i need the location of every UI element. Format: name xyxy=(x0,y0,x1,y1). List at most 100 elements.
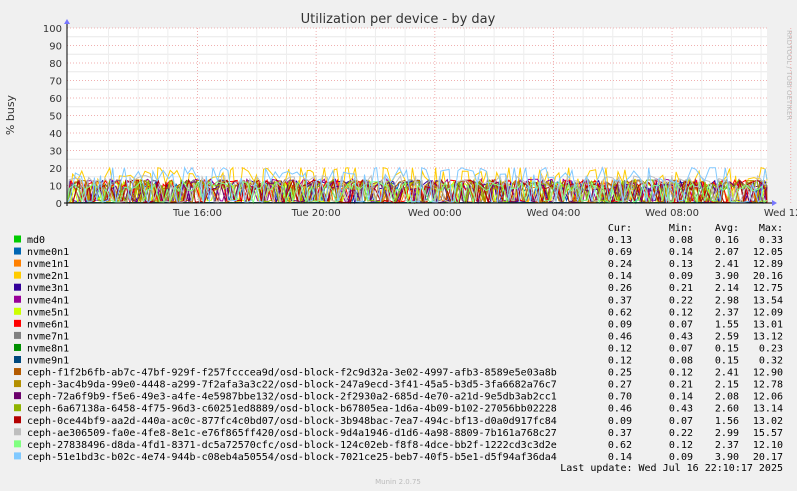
legend-value-cur: 0.69 xyxy=(608,247,632,258)
legend-column-header: Max: xyxy=(759,223,783,234)
series-lines xyxy=(66,166,768,205)
legend-series-name: nvme3n1 xyxy=(27,283,69,294)
legend-value-max: 13.02 xyxy=(753,416,783,427)
y-tick-label: 100 xyxy=(43,24,62,35)
munin-footer: Munin 2.0.75 xyxy=(375,478,421,486)
legend-value-max: 12.89 xyxy=(753,259,783,270)
legend-swatch xyxy=(14,235,21,243)
legend-value-avg: 3.90 xyxy=(715,452,739,463)
y-tick-label: 80 xyxy=(49,59,62,70)
axes xyxy=(64,19,777,206)
legend-value-max: 0.23 xyxy=(759,343,783,354)
legend-swatch xyxy=(14,368,21,376)
legend-value-max: 13.12 xyxy=(753,331,783,342)
legend-value-cur: 0.12 xyxy=(608,356,632,367)
legend-series-name: nvme8n1 xyxy=(27,343,69,354)
legend-series-name: ceph-0ce44bf9-aa2d-440a-ac0c-877fc4c0bd0… xyxy=(27,416,557,427)
legend-series-name: ceph-27838496-d8da-4fd1-8371-dc5a72570cf… xyxy=(27,440,557,451)
y-tick-label: 30 xyxy=(49,147,62,158)
legend-value-min: 0.22 xyxy=(669,295,693,306)
legend-value-max: 0.33 xyxy=(759,235,783,246)
legend-value-cur: 0.70 xyxy=(608,392,632,403)
legend-swatch xyxy=(14,283,21,291)
legend-value-max: 15.57 xyxy=(753,428,783,439)
x-tick-label: Wed 12:00 xyxy=(764,208,797,219)
series-line xyxy=(66,166,768,204)
legend-value-max: 12.05 xyxy=(753,247,783,258)
legend-series-name: nvme1n1 xyxy=(27,259,69,270)
legend-value-max: 12.10 xyxy=(753,440,783,451)
legend-value-cur: 0.24 xyxy=(608,259,632,270)
legend-value-cur: 0.12 xyxy=(608,343,632,354)
rrdtool-watermark: RRDTOOL / TOBI OETIKER xyxy=(785,30,793,120)
series-line xyxy=(66,178,768,205)
legend-swatch xyxy=(14,380,21,388)
legend-value-max: 13.14 xyxy=(753,404,783,415)
legend-value-avg: 1.56 xyxy=(715,416,739,427)
grid xyxy=(67,27,792,204)
legend-swatch xyxy=(14,259,21,267)
legend-value-min: 0.08 xyxy=(669,235,693,246)
legend-value-max: 12.06 xyxy=(753,392,783,403)
legend-value-min: 0.14 xyxy=(669,392,693,403)
legend-swatch xyxy=(14,452,21,460)
y-tick-label: 70 xyxy=(49,77,62,88)
legend-value-cur: 0.09 xyxy=(608,416,632,427)
y-tick-label: 20 xyxy=(49,164,62,175)
legend-swatch xyxy=(14,392,21,400)
x-tick-label: Wed 08:00 xyxy=(645,208,699,219)
y-axis-arrow xyxy=(64,19,70,24)
last-update: Last update: Wed Jul 16 22:10:17 2025 xyxy=(560,463,783,474)
legend-column-header: Cur: xyxy=(608,223,632,234)
legend-value-avg: 1.55 xyxy=(715,319,739,330)
y-tick-label: 10 xyxy=(49,182,62,193)
legend-series-name: nvme7n1 xyxy=(27,331,69,342)
y-tick-label: 40 xyxy=(49,129,62,140)
legend-value-max: 12.09 xyxy=(753,307,783,318)
legend: Cur: Min: Avg: Max: md0 0.13 0.08 0.16 0.33 nvme0… xyxy=(14,223,783,463)
legend-value-min: 0.07 xyxy=(669,416,693,427)
legend-value-cur: 0.46 xyxy=(608,404,632,415)
legend-column-header: Min: xyxy=(669,223,693,234)
legend-value-avg: 2.59 xyxy=(715,331,739,342)
legend-value-min: 0.13 xyxy=(669,259,693,270)
legend-series-name: nvme5n1 xyxy=(27,307,69,318)
legend-series-name: ceph-6a67138a-6458-4f75-96d3-c60251ed888… xyxy=(27,404,557,415)
legend-value-max: 0.32 xyxy=(759,356,783,367)
legend-swatch xyxy=(14,319,21,327)
legend-swatch xyxy=(14,307,21,315)
y-tick-label: 90 xyxy=(49,42,62,53)
legend-value-cur: 0.37 xyxy=(608,428,632,439)
legend-value-cur: 0.25 xyxy=(608,368,632,379)
legend-value-cur: 0.62 xyxy=(608,440,632,451)
legend-value-cur: 0.26 xyxy=(608,283,632,294)
legend-value-avg: 2.08 xyxy=(715,392,739,403)
legend-value-max: 20.17 xyxy=(753,452,783,463)
legend-value-avg: 0.15 xyxy=(715,356,739,367)
y-tick-label: 0 xyxy=(56,199,62,210)
legend-series-name: ceph-ae306509-fa0e-4fe8-8e1c-e76f865ff42… xyxy=(27,428,557,439)
x-axis-ticks: Tue 16:00 Tue 20:00 Wed 00:00 Wed 04:00 Wed … xyxy=(172,208,797,219)
x-tick-label: Tue 20:00 xyxy=(291,208,341,219)
x-tick-label: Tue 16:00 xyxy=(172,208,222,219)
legend-value-max: 20.16 xyxy=(753,271,783,282)
legend-swatch xyxy=(14,440,21,448)
legend-value-avg: 2.07 xyxy=(715,247,739,258)
legend-value-avg: 2.98 xyxy=(715,295,739,306)
legend-value-min: 0.43 xyxy=(669,404,693,415)
legend-value-avg: 2.37 xyxy=(715,440,739,451)
legend-value-min: 0.09 xyxy=(669,271,693,282)
legend-swatch xyxy=(14,416,21,424)
legend-value-cur: 0.13 xyxy=(608,235,632,246)
legend-value-avg: 2.60 xyxy=(715,404,739,415)
y-axis-ticks: 0 10 20 30 40 50 60 70 80 90 100 xyxy=(43,24,62,210)
legend-swatch xyxy=(14,428,21,436)
legend-swatch xyxy=(14,331,21,339)
legend-value-min: 0.07 xyxy=(669,343,693,354)
legend-value-min: 0.43 xyxy=(669,331,693,342)
legend-value-max: 12.90 xyxy=(753,368,783,379)
legend-series-name: ceph-f1f2b6fb-ab7c-47bf-929f-f257fcccea9… xyxy=(27,368,557,379)
legend-value-cur: 0.14 xyxy=(608,452,632,463)
x-tick-label: Wed 00:00 xyxy=(408,208,462,219)
